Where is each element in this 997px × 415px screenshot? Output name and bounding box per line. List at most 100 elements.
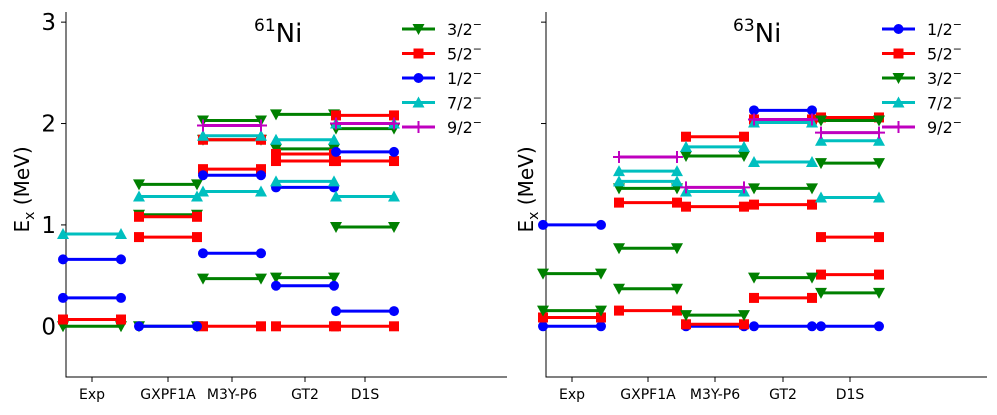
level-marker — [191, 190, 203, 202]
legend-label: 1/2− — [927, 18, 962, 39]
level-marker — [671, 165, 683, 177]
level-marker — [739, 319, 749, 330]
legend-label: 9/2− — [927, 116, 962, 137]
level-marker — [613, 175, 625, 187]
level-marker — [748, 113, 760, 126]
level-marker — [680, 310, 692, 322]
legend: 1/2− 5/2− 3/2− 7/2− 9/2− — [882, 18, 962, 137]
legend-marker — [412, 96, 425, 108]
series-7-2 — [57, 117, 400, 240]
level-marker — [331, 306, 341, 317]
legend-marker — [413, 73, 424, 83]
level-marker — [874, 269, 884, 280]
level-marker — [270, 109, 282, 121]
x-tick-label: M3Y-P6 — [207, 387, 257, 403]
level-marker — [197, 273, 209, 285]
level-marker — [389, 156, 399, 167]
level-marker — [270, 272, 282, 284]
level-marker — [748, 272, 760, 284]
level-marker — [192, 211, 202, 222]
level-marker — [807, 292, 817, 303]
level-marker — [197, 119, 209, 132]
level-marker — [873, 191, 885, 203]
level-marker — [613, 283, 625, 295]
level-marker — [116, 292, 126, 303]
level-marker — [133, 190, 145, 202]
level-marker — [614, 305, 624, 316]
level-marker — [256, 164, 266, 175]
level-marker — [681, 201, 691, 212]
level-marker — [874, 232, 884, 243]
level-marker — [271, 156, 281, 167]
level-marker — [680, 150, 692, 162]
level-marker — [749, 321, 759, 332]
level-marker — [671, 243, 683, 255]
level-marker — [388, 190, 400, 202]
level-marker — [537, 268, 549, 280]
level-marker — [613, 165, 625, 177]
level-marker — [873, 134, 885, 146]
level-marker — [134, 321, 144, 332]
level-marker — [815, 126, 827, 139]
level-marker — [198, 248, 208, 259]
legend-label: 9/2− — [447, 116, 482, 137]
level-marker — [815, 191, 827, 203]
level-marker — [738, 150, 750, 162]
level-marker — [816, 269, 826, 280]
level-marker — [806, 113, 818, 126]
y-axis-label: Ex (MeV) — [514, 146, 542, 232]
chart-title: 63Ni — [733, 16, 781, 49]
level-marker — [748, 183, 760, 195]
level-marker — [389, 306, 399, 317]
level-marker — [815, 115, 827, 127]
x-tick-label: Exp — [79, 387, 105, 403]
level-marker — [738, 140, 750, 152]
level-marker — [748, 156, 760, 168]
level-marker — [537, 305, 549, 317]
level-marker — [388, 221, 400, 233]
level-marker — [806, 272, 818, 284]
legend-marker — [893, 24, 904, 34]
y-tick-label: 2 — [41, 112, 56, 138]
level-marker — [680, 181, 692, 194]
series-3-2 — [537, 115, 885, 322]
level-marker — [671, 175, 683, 187]
level-marker — [331, 146, 341, 157]
legend-label: 3/2− — [927, 67, 962, 88]
level-marker — [331, 110, 341, 121]
level-marker — [595, 268, 607, 280]
level-marker — [874, 321, 884, 332]
level-marker — [330, 221, 342, 233]
level-marker — [596, 312, 606, 323]
level-marker — [815, 287, 827, 299]
level-marker — [328, 272, 340, 284]
level-marker — [672, 197, 682, 208]
level-marker — [270, 133, 282, 145]
level-marker — [134, 211, 144, 222]
level-marker — [613, 243, 625, 255]
axis-spines — [65, 12, 507, 378]
level-marker — [389, 146, 399, 157]
level-marker — [816, 321, 826, 332]
level-marker — [671, 150, 683, 163]
y-tick-label: 3 — [41, 10, 56, 36]
x-tick-label: D1S — [836, 387, 865, 403]
level-marker — [197, 185, 209, 197]
x-tick-label: GT2 — [291, 387, 319, 403]
level-marker — [680, 140, 692, 152]
panel-63ni: Ex (MeV) Exp GXPF1A M3Y-P6 GT2 D1S 63Ni 1/2− 5/2… — [514, 12, 987, 403]
level-marker — [57, 228, 69, 240]
x-tick-label: GT2 — [769, 387, 797, 403]
level-marker — [815, 158, 827, 170]
level-marker — [739, 131, 749, 142]
level-marker — [271, 148, 281, 159]
level-marker — [133, 179, 145, 191]
level-marker — [330, 190, 342, 202]
legend-marker — [892, 121, 905, 133]
level-marker — [192, 232, 202, 243]
level-marker — [331, 321, 341, 332]
level-marker — [873, 115, 885, 127]
x-tick-label: M3Y-P6 — [690, 387, 740, 403]
level-marker — [330, 117, 342, 130]
level-marker — [738, 310, 750, 322]
